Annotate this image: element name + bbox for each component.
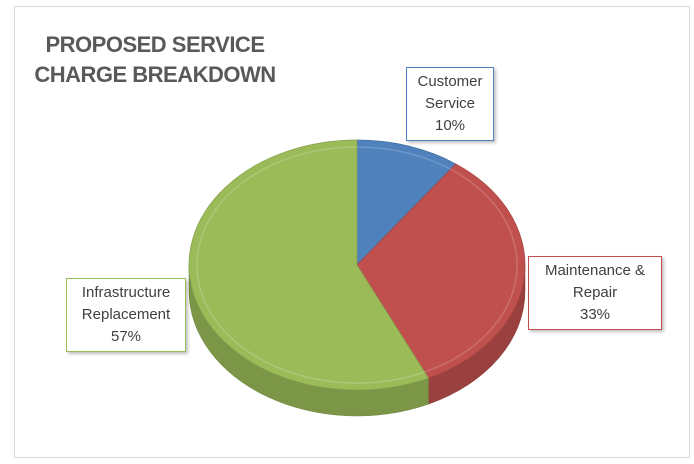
slice — [356, 163, 526, 379]
data-label: Maintenance & Repair 33% — [528, 256, 662, 330]
slice — [356, 139, 457, 266]
label-value: 33% — [579, 306, 611, 323]
label-value: 10% — [434, 117, 466, 134]
data-label: Infrastructure Replacement 57% — [66, 278, 186, 352]
label-name: Infrastructure Replacement — [81, 284, 171, 323]
highlight — [196, 146, 518, 384]
slice — [188, 139, 430, 391]
label-value: 57% — [110, 328, 142, 345]
label-name: Maintenance & Repair — [544, 262, 646, 301]
label-name: Customer Service — [417, 73, 483, 112]
data-label: Customer Service 10% — [406, 67, 494, 141]
chart-title: PROPOSED SERVICE CHARGE BREAKDOWN — [34, 32, 276, 87]
